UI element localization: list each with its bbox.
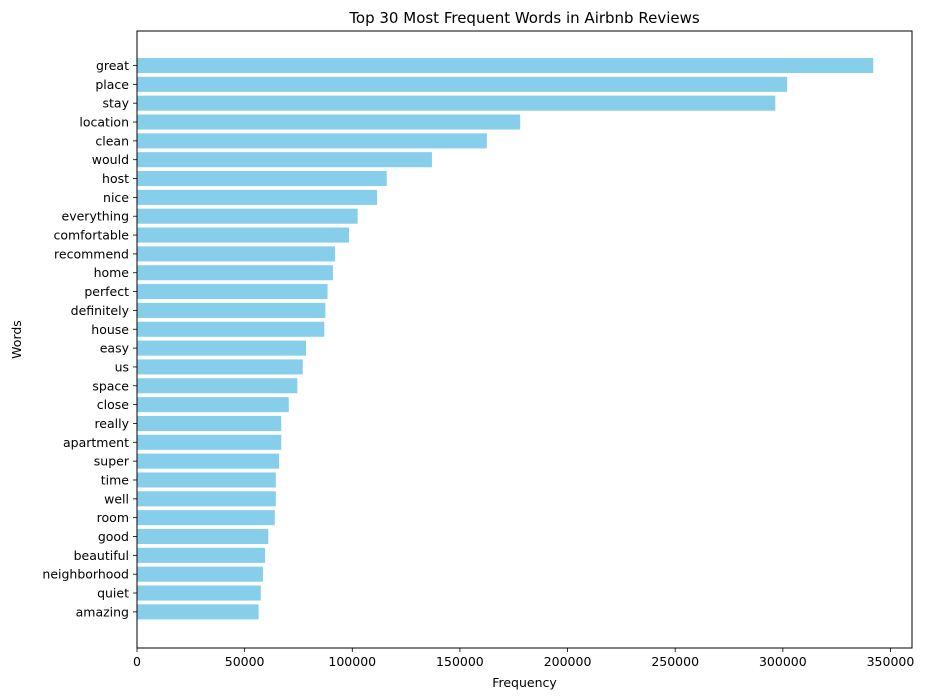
bar-would [137,152,432,168]
x-tick-label: 350000 [867,654,915,669]
y-tick-label: neighborhood [42,567,129,582]
y-tick-label: stay [103,96,130,111]
y-tick-label: room [97,510,129,525]
bar-host [137,171,387,187]
bar-house [137,321,325,337]
bar-room [137,510,275,526]
bar-comfortable [137,227,350,243]
bar-close [137,397,289,413]
bar-home [137,265,333,281]
y-tick-label: us [115,359,129,374]
y-tick-label: time [101,472,130,487]
bar-super [137,453,280,469]
y-tick-label: space [92,378,129,393]
y-tick-label: amazing [76,604,129,619]
bar-definitely [137,302,326,318]
y-tick-label: quiet [97,586,129,601]
y-tick-label: close [97,397,130,412]
x-tick-label: 200000 [544,654,592,669]
y-tick-label: place [95,77,129,92]
x-axis-title: Frequency [492,675,557,690]
bar-really [137,415,282,431]
y-tick-label: home [94,265,130,280]
y-tick-label: host [102,171,129,186]
y-tick-label: house [91,322,129,337]
y-tick-label: perfect [84,284,129,299]
bar-neighborhood [137,566,263,582]
chart-title: Top 30 Most Frequent Words in Airbnb Rev… [348,9,700,27]
bar-space [137,378,298,394]
bar-location [137,114,521,130]
y-axis-ticks: great place stay location clean would host nice… [42,58,137,619]
y-tick-label: nice [103,190,129,205]
y-tick-label: beautiful [74,548,129,563]
y-axis-title: Words [9,320,24,359]
x-tick-label: 150000 [436,654,484,669]
bars-group [137,57,874,620]
bar-great [137,57,874,74]
bar-us [137,359,303,375]
y-tick-label: really [94,416,129,431]
bar-nice [137,189,378,205]
y-tick-label: comfortable [53,228,129,243]
bar-amazing [137,604,259,620]
bar-beautiful [137,547,266,563]
y-tick-label: everything [62,209,129,224]
bar-clean [137,133,487,149]
x-tick-label: 250000 [651,654,699,669]
y-tick-label: easy [100,341,130,356]
y-tick-label: location [79,115,129,130]
bar-everything [137,208,358,224]
x-tick-label: 0 [133,654,141,669]
bar-good [137,528,269,545]
y-tick-label: apartment [63,435,129,450]
bar-place [137,76,788,92]
bar-recommend [137,246,336,262]
y-tick-label: would [92,152,129,167]
x-tick-label: 50000 [225,654,265,669]
bar-quiet [137,585,261,601]
bar-time [137,472,276,488]
y-tick-label: great [96,58,129,73]
plot-frame [136,30,913,649]
y-tick-label: clean [95,133,129,148]
y-tick-label: definitely [71,303,130,318]
x-tick-label: 100000 [328,654,376,669]
bar-apartment [137,434,282,450]
bar-stay [137,95,776,111]
y-tick-label: good [98,529,129,544]
x-tick-label: 300000 [759,654,807,669]
bar-easy [137,340,306,356]
bar-well [137,491,276,507]
x-axis-ticks: 0 50000 100000 150000 200000 250000 300000 3500… [133,648,914,669]
y-tick-label: recommend [54,246,129,261]
y-tick-label: well [104,491,129,506]
y-tick-label: super [94,454,130,469]
bar-perfect [137,284,328,300]
